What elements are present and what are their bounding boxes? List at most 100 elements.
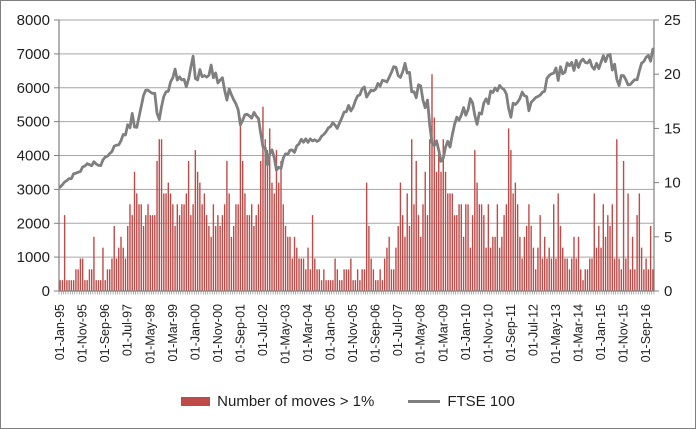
vol-bar xyxy=(413,204,415,291)
vol-bar xyxy=(372,269,375,291)
vol-bar xyxy=(239,117,242,291)
vol-bar xyxy=(343,269,345,291)
vol-bar xyxy=(241,160,244,291)
vol-bar xyxy=(176,204,179,291)
vol-bar xyxy=(586,269,589,291)
vol-bar xyxy=(217,215,219,291)
vol-bar xyxy=(84,280,86,291)
vol-bar xyxy=(476,182,478,291)
left-axis-label: 3000 xyxy=(17,181,50,198)
vol-bar xyxy=(158,139,160,291)
vol-bar xyxy=(478,204,481,291)
vol-bar xyxy=(332,280,334,291)
vol-bar xyxy=(593,193,595,291)
x-axis-label: 01-May-08 xyxy=(414,304,428,364)
vol-bar xyxy=(435,171,438,291)
ftse-line xyxy=(58,47,655,189)
vol-bar xyxy=(559,225,562,291)
vol-bar xyxy=(411,139,413,291)
vol-bar xyxy=(228,193,230,291)
vol-bar xyxy=(498,247,501,291)
vol-bar xyxy=(534,269,537,291)
vol-bar xyxy=(638,193,641,291)
vol-bar xyxy=(269,128,271,291)
right-axis-label: 10 xyxy=(664,175,681,192)
vol-bar xyxy=(287,236,289,291)
vol-bar xyxy=(88,269,91,291)
vol-bar xyxy=(219,225,221,291)
vol-bar xyxy=(399,182,402,291)
x-axis-label: 01-May-98 xyxy=(143,304,157,364)
vol-bar xyxy=(86,280,88,291)
vol-bar xyxy=(566,258,568,291)
vol-bar xyxy=(438,150,440,291)
vol-bar xyxy=(377,280,379,291)
vol-bar xyxy=(640,247,643,291)
right-axis-label: 20 xyxy=(664,66,681,83)
vol-bar xyxy=(77,269,79,291)
right-axis-label: 15 xyxy=(664,120,681,137)
left-axis-label: 0 xyxy=(42,283,50,300)
vol-bar xyxy=(212,204,215,291)
vol-bar xyxy=(503,215,505,291)
vol-bar xyxy=(127,225,129,291)
vol-bar xyxy=(546,258,548,291)
vol-bar xyxy=(492,236,494,291)
x-axis-label: 01-Jul-07 xyxy=(391,304,405,356)
bar-series-swatch xyxy=(181,397,211,406)
x-axis-label: 01-Nov-00 xyxy=(211,304,225,362)
vol-bar xyxy=(266,150,269,291)
vol-bar xyxy=(444,171,447,291)
vol-bar xyxy=(392,269,395,291)
vol-bar xyxy=(530,225,532,291)
legend-item-moves: Number of moves > 1% xyxy=(181,393,374,410)
line-series-label: FTSE 100 xyxy=(447,393,515,410)
vol-bar xyxy=(90,269,93,291)
vol-bar xyxy=(365,182,368,291)
vol-bar xyxy=(131,215,133,291)
vol-bar xyxy=(262,106,264,291)
chart-legend: Number of moves > 1% FTSE 100 xyxy=(1,393,695,410)
vol-bar xyxy=(298,258,300,291)
vol-bar xyxy=(417,215,420,291)
vol-bar xyxy=(541,258,544,291)
vol-bar xyxy=(100,280,102,291)
vol-bar xyxy=(291,258,293,291)
vol-bar xyxy=(336,269,339,291)
vol-bar xyxy=(230,236,233,291)
x-axis-label: 01-Jan-15 xyxy=(594,304,608,360)
vol-bar xyxy=(124,258,127,291)
vol-bar xyxy=(447,193,449,291)
vol-bar xyxy=(397,225,399,291)
vol-bar xyxy=(187,160,190,291)
vol-bar xyxy=(352,280,354,291)
vol-bar xyxy=(347,269,350,291)
x-axis-label: 01-Mar-04 xyxy=(301,304,315,362)
vol-bar xyxy=(388,236,390,291)
vol-bar xyxy=(93,236,95,291)
vol-bar xyxy=(70,280,73,291)
vol-bar xyxy=(320,280,323,291)
vol-bar xyxy=(462,236,465,291)
vol-bar xyxy=(494,236,496,291)
vol-bar xyxy=(483,215,485,291)
vol-bar xyxy=(325,280,327,291)
vol-bar xyxy=(451,193,453,291)
vol-bar xyxy=(453,215,456,291)
vol-bar xyxy=(278,182,280,291)
x-axis-label: 01-May-13 xyxy=(549,304,563,364)
vol-bar xyxy=(595,247,598,291)
vol-bar xyxy=(620,269,623,291)
vol-bar xyxy=(75,269,77,291)
vol-bar xyxy=(363,269,366,291)
vol-bar xyxy=(311,215,314,291)
vol-bar xyxy=(316,269,318,291)
vol-bar xyxy=(485,247,487,291)
vol-bar xyxy=(611,204,613,291)
vol-bar xyxy=(449,193,451,291)
vol-bar xyxy=(178,215,181,291)
vol-bar xyxy=(543,236,546,291)
vol-bar xyxy=(645,258,647,291)
